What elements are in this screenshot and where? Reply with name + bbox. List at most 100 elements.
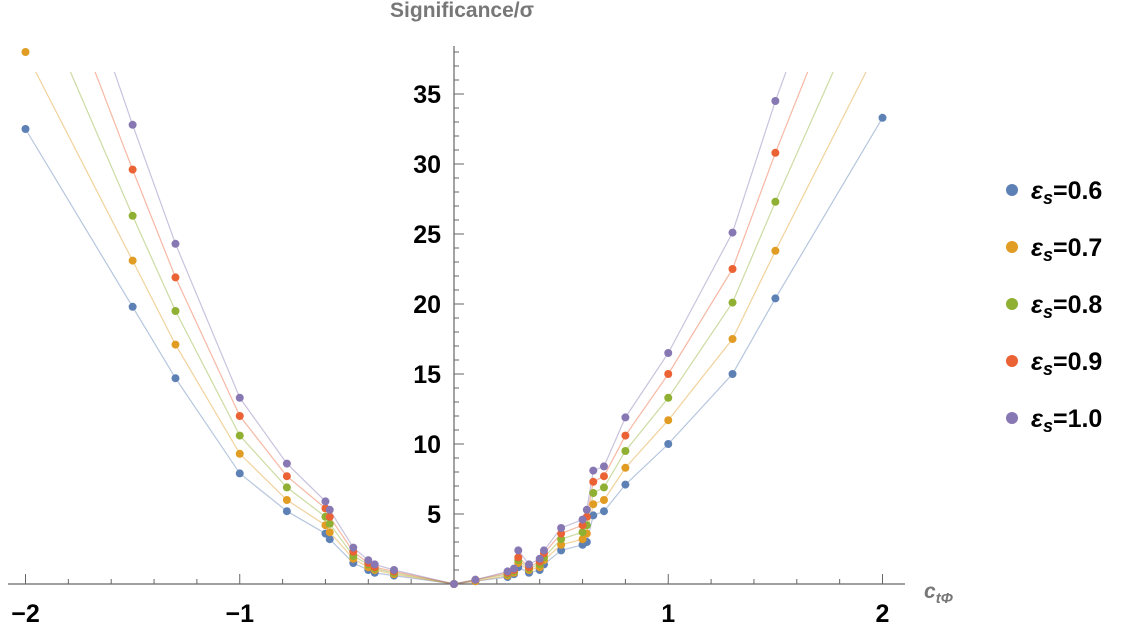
data-point <box>21 125 30 133</box>
data-point <box>514 546 523 555</box>
data-point <box>728 265 737 273</box>
data-point <box>235 393 244 402</box>
data-point <box>128 211 137 220</box>
x-axis-title-subscript: tΦ <box>936 590 954 607</box>
legend-item: εs=0.6 <box>1006 177 1102 208</box>
data-point <box>599 496 608 504</box>
data-point <box>325 512 334 521</box>
data-point <box>171 239 180 248</box>
data-point <box>282 496 291 504</box>
data-point <box>235 412 244 420</box>
data-point <box>621 463 630 472</box>
data-point <box>878 113 887 122</box>
data-point <box>771 246 780 255</box>
legend-subscript: s <box>1043 302 1053 322</box>
data-point <box>621 447 630 455</box>
legend-item: εs=0.8 <box>1006 291 1102 322</box>
data-point <box>728 370 737 378</box>
legend-subscript: s <box>1043 359 1053 379</box>
data-point <box>621 413 630 422</box>
data-point <box>599 483 608 492</box>
y-axis-title: Significance/σ <box>390 0 534 22</box>
data-point <box>282 507 291 516</box>
data-point <box>171 273 180 282</box>
data-point <box>21 48 30 56</box>
data-point <box>599 472 608 481</box>
legend-subscript: s <box>1043 245 1053 265</box>
data-point <box>621 431 630 440</box>
data-point <box>282 459 291 468</box>
data-point <box>557 529 566 538</box>
legend-symbol: ε <box>1031 405 1044 433</box>
legend-value: =0.7 <box>1053 234 1102 262</box>
y-tick-label: 30 <box>413 151 441 179</box>
legend-value: =0.6 <box>1053 177 1102 205</box>
legend-symbol: ε <box>1031 348 1044 376</box>
series-points <box>21 48 887 588</box>
data-point <box>589 477 598 486</box>
data-point <box>128 302 137 311</box>
data-point <box>535 554 544 563</box>
x-tick-label: 1 <box>661 600 675 628</box>
data-point <box>557 535 566 544</box>
data-point <box>599 462 608 471</box>
data-point <box>503 567 512 576</box>
data-point <box>128 120 137 129</box>
y-tick-label: 10 <box>413 431 441 459</box>
data-point <box>171 374 180 383</box>
data-point <box>557 524 566 532</box>
data-point <box>578 521 587 530</box>
legend-item: εs=0.7 <box>1006 234 1102 265</box>
data-point <box>578 535 587 544</box>
data-point <box>589 489 598 497</box>
data-point <box>325 505 334 514</box>
data-point <box>471 575 480 584</box>
legend-label: εs=0.7 <box>1031 234 1102 265</box>
data-point <box>664 440 673 448</box>
legend-item: εs=0.9 <box>1006 348 1102 379</box>
x-tick-label: 2 <box>876 600 890 628</box>
data-point <box>621 480 630 489</box>
data-point <box>664 370 673 378</box>
y-tick-label: 25 <box>413 221 441 249</box>
x-axis-title-main: c <box>924 580 936 603</box>
data-point <box>235 469 244 478</box>
legend-value: =1.0 <box>1053 405 1102 433</box>
data-point <box>578 515 587 524</box>
legend-symbol: ε <box>1031 177 1044 205</box>
data-point <box>728 228 737 237</box>
data-point <box>771 197 780 206</box>
data-point <box>664 393 673 402</box>
y-tick-label: 20 <box>413 291 441 319</box>
data-point <box>664 416 673 425</box>
legend-symbol: ε <box>1031 291 1044 319</box>
data-point <box>771 148 780 157</box>
data-point <box>578 528 587 537</box>
data-point <box>539 546 548 555</box>
legend-marker <box>1006 241 1018 253</box>
y-axis: 5 10 15 20 25 30 35 <box>413 46 464 584</box>
data-point <box>128 165 137 174</box>
data-point <box>771 294 780 303</box>
data-point <box>509 564 518 573</box>
y-tick-label: 15 <box>413 361 441 389</box>
data-point <box>128 256 137 265</box>
legend-marker <box>1006 184 1018 196</box>
data-point <box>390 566 399 574</box>
x-tick-label: −1 <box>225 600 254 628</box>
data-point <box>450 580 458 588</box>
data-point <box>771 97 780 105</box>
data-point <box>282 472 291 481</box>
data-point <box>664 349 673 357</box>
y-tick-label: 35 <box>413 81 441 109</box>
data-point <box>325 519 334 528</box>
legend-marker <box>1006 412 1018 424</box>
legend-value: =0.9 <box>1053 348 1102 376</box>
data-point <box>325 528 334 537</box>
legend-subscript: s <box>1043 188 1053 208</box>
legend-label: εs=0.9 <box>1031 348 1102 379</box>
y-tick-label: 5 <box>427 501 441 529</box>
legend-label: εs=0.6 <box>1031 177 1102 208</box>
legend-marker <box>1006 298 1018 310</box>
